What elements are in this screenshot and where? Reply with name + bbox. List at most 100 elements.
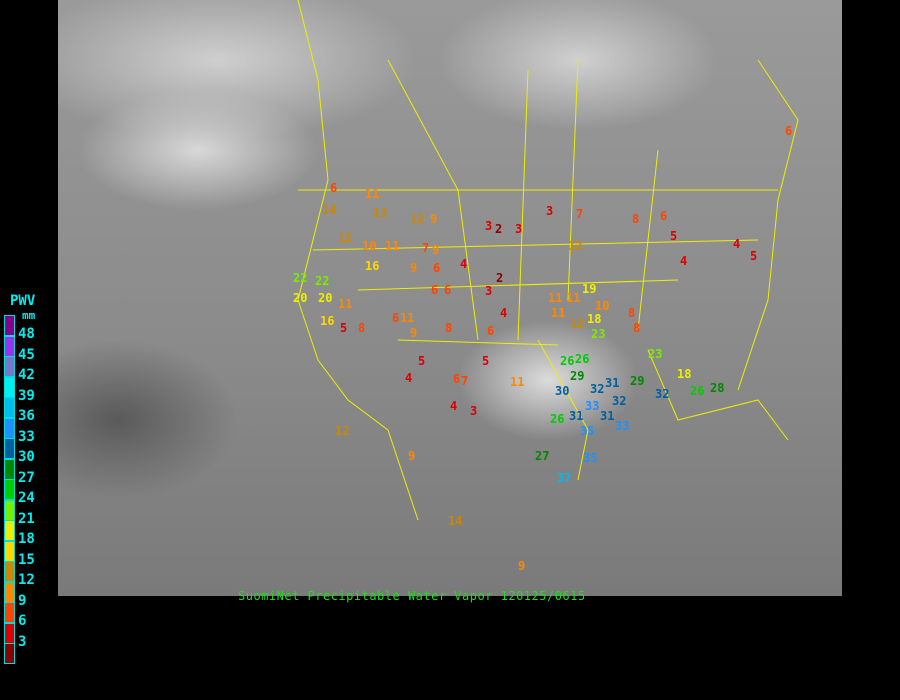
station-pwv-value: 5 xyxy=(340,321,348,335)
station-pwv-value: 8 xyxy=(633,321,641,335)
station-pwv-value: 14 xyxy=(448,514,463,528)
station-pwv-value: 6 xyxy=(330,181,338,195)
station-pwv-value: 4 xyxy=(405,371,413,385)
station-pwv-value: 23 xyxy=(591,327,606,341)
legend-label: 24 xyxy=(18,490,35,506)
station-pwv-value: 11 xyxy=(510,375,525,389)
station-pwv-value: 10 xyxy=(595,299,610,313)
legend-label: 42 xyxy=(18,367,35,383)
legend-swatch xyxy=(4,356,15,377)
legend-label: 30 xyxy=(18,449,35,465)
legend-swatch xyxy=(4,499,15,521)
station-pwv-value: 6 xyxy=(660,209,668,223)
station-pwv-value: 31 xyxy=(605,376,620,390)
station-pwv-value: 9 xyxy=(432,243,440,257)
satellite-map xyxy=(58,0,842,596)
station-pwv-value: 23 xyxy=(648,347,663,361)
station-pwv-value: 3 xyxy=(515,222,523,236)
station-pwv-value: 12 xyxy=(338,231,353,245)
station-pwv-value: 8 xyxy=(632,212,640,226)
legend-label: 18 xyxy=(18,531,35,547)
station-pwv-value: 6 xyxy=(433,261,441,275)
station-pwv-value: 29 xyxy=(570,369,585,383)
station-pwv-value: 18 xyxy=(587,312,602,326)
station-pwv-value: 37 xyxy=(557,471,572,485)
station-pwv-value: 11 xyxy=(551,306,566,320)
legend-label: 21 xyxy=(18,510,35,527)
legend-swatch xyxy=(4,376,15,398)
station-pwv-value: 8 xyxy=(445,321,453,335)
station-pwv-value: 11 xyxy=(548,291,563,305)
station-pwv-value: 32 xyxy=(590,382,605,396)
station-pwv-value: 12 xyxy=(570,317,585,331)
station-pwv-value: 28 xyxy=(710,381,725,395)
station-pwv-value: 33 xyxy=(615,419,630,433)
legend-label: 6 xyxy=(18,613,27,629)
state-borders xyxy=(297,0,799,521)
station-pwv-value: 18 xyxy=(677,367,692,381)
legend-label: 9 xyxy=(18,592,27,609)
station-pwv-value: 20 xyxy=(318,291,333,305)
station-pwv-value: 19 xyxy=(582,282,597,296)
station-pwv-value: 5 xyxy=(482,354,490,368)
station-pwv-value: 6 xyxy=(785,124,793,138)
station-pwv-value: 11 xyxy=(338,297,353,311)
legend-swatch xyxy=(4,438,15,459)
legend-swatch xyxy=(4,602,15,623)
legend-swatch xyxy=(4,335,15,357)
map-title: SuomiNet Precipitable Water Vapor 120125… xyxy=(238,589,586,603)
station-pwv-value: 6 xyxy=(431,283,439,297)
legend-swatch xyxy=(4,417,15,439)
station-pwv-value: 22 xyxy=(293,271,308,285)
station-pwv-value: 4 xyxy=(460,257,468,271)
station-pwv-value: 7 xyxy=(461,374,469,388)
station-pwv-value: 22 xyxy=(315,274,330,288)
station-pwv-value: 9 xyxy=(518,559,526,573)
station-pwv-value: 9 xyxy=(410,326,418,340)
station-pwv-value: 16 xyxy=(365,259,380,273)
legend-label: 3 xyxy=(18,633,27,650)
station-pwv-value: 5 xyxy=(670,229,678,243)
station-pwv-value: 10 xyxy=(362,239,377,253)
station-pwv-value: 26 xyxy=(690,384,705,398)
station-pwv-value: 5 xyxy=(418,354,426,368)
station-pwv-value: 3 xyxy=(546,204,554,218)
station-pwv-value: 20 xyxy=(293,291,308,305)
station-pwv-value: 33 xyxy=(585,399,600,413)
station-pwv-value: 26 xyxy=(575,352,590,366)
station-pwv-value: 9 xyxy=(410,261,418,275)
station-pwv-value: 32 xyxy=(655,387,670,401)
station-pwv-value: 3 xyxy=(485,284,493,298)
station-pwv-value: 9 xyxy=(408,449,416,463)
legend-swatch xyxy=(4,561,15,582)
legend-label: 27 xyxy=(18,469,35,486)
station-pwv-value: 11 xyxy=(566,291,581,305)
station-pwv-value: 26 xyxy=(550,412,565,426)
legend-label: 36 xyxy=(18,408,35,424)
station-pwv-value: 12 xyxy=(410,212,425,226)
legend-unit: mm xyxy=(22,309,36,322)
station-pwv-value: 11 xyxy=(365,187,380,201)
legend-label: 15 xyxy=(18,551,35,568)
station-pwv-value: 8 xyxy=(358,321,366,335)
station-pwv-value: 6 xyxy=(392,311,400,325)
legend-swatch xyxy=(4,622,15,644)
station-pwv-value: 3 xyxy=(485,219,493,233)
legend-label: 12 xyxy=(18,572,35,588)
station-pwv-value: 5 xyxy=(750,249,758,263)
station-pwv-value: 4 xyxy=(733,237,741,251)
station-pwv-value: 6 xyxy=(487,324,495,338)
station-pwv-value: 32 xyxy=(612,394,627,408)
station-pwv-value: 6 xyxy=(444,283,452,297)
station-pwv-value: 26 xyxy=(560,354,575,368)
station-pwv-value: 8 xyxy=(628,306,636,320)
legend-label: 39 xyxy=(18,387,35,404)
station-pwv-value: 12 xyxy=(568,239,583,253)
station-pwv-value: 29 xyxy=(630,374,645,388)
station-pwv-value: 2 xyxy=(495,222,503,236)
station-pwv-value: 35 xyxy=(580,424,595,438)
station-pwv-value: 7 xyxy=(576,207,584,221)
station-pwv-value: 4 xyxy=(500,306,508,320)
legend-swatch xyxy=(4,315,15,336)
